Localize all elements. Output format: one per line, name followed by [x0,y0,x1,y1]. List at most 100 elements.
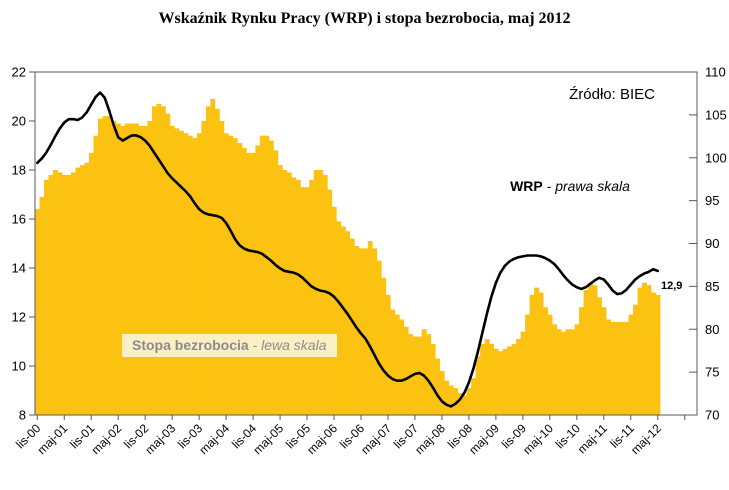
unemployment-bar [367,241,373,415]
unemployment-bar [480,343,486,415]
unemployment-bar [489,343,495,415]
unemployment-bar [534,287,539,415]
unemployment-bar [448,385,454,415]
unemployment-bar [601,307,607,415]
unemployment-bar [160,106,166,416]
unemployment-bar [250,152,256,415]
unemployment-bar [385,294,391,415]
unemployment-bar [430,343,436,415]
left-axis-tick-label: 10 [12,359,26,374]
unemployment-bar [466,388,472,415]
unemployment-bar [106,116,112,415]
unemployment-bar [57,172,63,415]
unemployment-bar [192,138,198,415]
unemployment-bar [309,179,315,415]
unemployment-bar [390,309,396,415]
unemployment-bar [354,245,360,415]
right-axis-tick-label: 75 [705,365,719,380]
unemployment-bar [624,321,629,415]
right-axis-tick-label: 110 [705,65,726,80]
unemployment-bar [520,331,526,415]
unemployment-bar [286,172,292,415]
unemployment-bar [615,321,620,415]
unemployment-bar [75,167,81,415]
unemployment-bar [565,329,571,415]
unemployment-bar [39,196,45,415]
unemployment-bar [165,113,171,416]
unemployment-bar [556,329,562,415]
unemployment-bar [633,304,638,415]
unemployment-bar [336,221,342,415]
unemployment-bar [349,238,355,415]
unemployment-bar [147,121,153,415]
last-value-label: 12,9 [661,280,683,292]
unemployment-bar [246,152,252,415]
right-axis-tick-label: 95 [705,193,719,208]
unemployment-bar [124,123,130,415]
unemployment-bar [174,128,180,415]
unemployment-bar [597,297,602,415]
unemployment-bar [363,248,369,415]
unemployment-bar [187,135,193,415]
unemployment-bar [232,138,238,415]
unemployment-bar [529,294,535,415]
unemployment-bar [259,135,265,415]
unemployment-bar [412,336,418,415]
unemployment-bar [102,116,108,415]
unemployment-bar [372,248,378,415]
unemployment-bar [547,314,553,415]
unemployment-bar [138,125,144,416]
unemployment-bar [313,170,319,415]
unemployment-bar [84,162,90,415]
unemployment-bar [502,348,508,415]
unemployment-bar [219,121,225,415]
unemployment-series-label: Stopa bezrobocia - lewa skala [122,334,337,357]
unemployment-bar [322,174,328,415]
unemployment-bar [579,307,584,415]
unemployment-bar [255,145,261,415]
unemployment-bar [588,282,593,415]
unemployment-bar [300,187,306,415]
right-axis-tick-label: 70 [705,408,719,423]
unemployment-bar [426,334,432,415]
unemployment-bar [421,329,427,415]
left-axis-tick-label: 18 [12,163,26,178]
unemployment-bar [417,336,423,415]
unemployment-bar [277,165,283,415]
unemployment-bar [273,150,279,415]
unemployment-bar [196,133,202,415]
x-axis-tick-label: maj-09 [466,421,502,457]
unemployment-bar [583,290,589,415]
chart-title: Wskaźnik Rynku Pracy (WRP) i stopa bezro… [158,10,571,27]
right-axis-tick-label: 85 [705,279,719,294]
unemployment-bar [471,378,477,415]
unemployment-bar [183,133,189,415]
wrp-line [35,91,660,408]
unemployment-bar [129,123,135,415]
unemployment-bar [156,103,162,415]
unemployment-bar [304,187,310,415]
x-axis-tick-label: maj-03 [142,421,178,457]
unemployment-bar [511,343,517,415]
x-axis-tick-label: maj-02 [88,421,124,457]
unemployment-bar [61,174,67,415]
left-axis-tick-label: 20 [12,114,26,129]
x-axis-tick-label: maj-04 [196,421,232,457]
unemployment-bar [592,285,598,415]
unemployment-bar [237,143,243,416]
x-axis-tick-label: maj-11 [575,421,610,456]
unemployment-bar [655,294,661,415]
unemployment-bar [538,292,544,415]
unemployment-bar [552,324,557,415]
unemployment-bar [120,125,126,416]
unemployment-bar [408,334,414,415]
unemployment-bar [241,147,247,415]
unemployment-bar [268,140,274,415]
unemployment-bar [345,231,351,415]
unemployment-bar [318,170,324,415]
x-axis-tick-label: maj-08 [412,421,448,457]
unemployment-bar [340,226,346,415]
unemployment-bar [484,339,490,415]
unemployment-bar [376,260,382,415]
wrp-series-scale-note: - prawa skala [542,178,630,194]
